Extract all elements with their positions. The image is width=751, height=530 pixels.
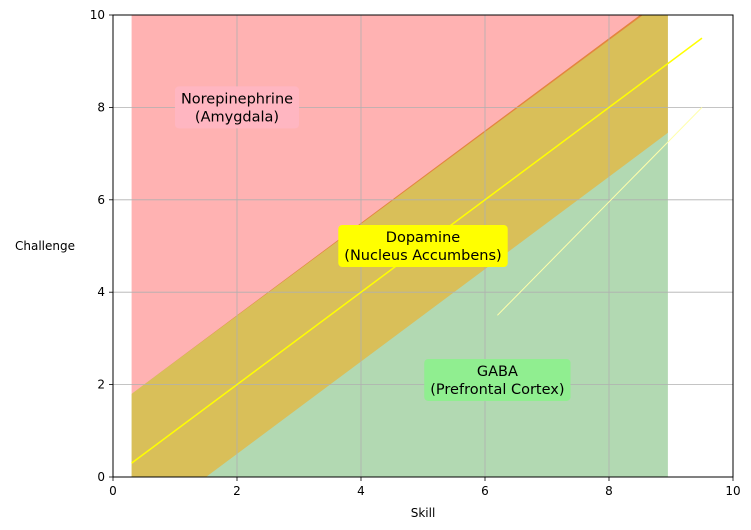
y-tick-label: 8 (97, 100, 105, 114)
y-axis-label: Challenge (15, 239, 75, 253)
x-tick-label: 2 (233, 484, 241, 498)
y-tick-label: 6 (97, 193, 105, 207)
dopamine-label: Dopamine (Nucleus Accumbens) (338, 225, 508, 267)
gaba-label-text: (Prefrontal Cortex) (430, 382, 564, 398)
x-tick-label: 0 (109, 484, 117, 498)
y-tick-label: 2 (97, 378, 105, 392)
norepinephrine-label-text: Norepinephrine (181, 91, 293, 107)
x-tick-label: 4 (357, 484, 365, 498)
y-tick-label: 10 (90, 8, 105, 22)
plot-frame (112, 14, 734, 478)
gaba-label: GABA (Prefrontal Cortex) (424, 358, 571, 401)
gaba-label-text: GABA (477, 364, 518, 380)
axis-ticks: 0 2 4 6 8 10 0 2 4 6 8 10 (90, 8, 741, 498)
norepinephrine-label-box (174, 86, 300, 129)
y-tick-label: 4 (97, 285, 105, 299)
x-axis-label: Skill (411, 506, 436, 520)
dopamine-label-text: Dopamine (386, 230, 460, 246)
lower-bound-line (497, 107, 703, 316)
x-tick-label: 10 (725, 484, 740, 498)
dopamine-label-box (338, 225, 508, 267)
dopamine-label-text: (Nucleus Accumbens) (344, 248, 501, 264)
x-tick-label: 6 (481, 484, 489, 498)
y-tick-label: 0 (97, 470, 105, 484)
norepinephrine-label: Norepinephrine (Amygdala) (174, 86, 300, 129)
gaba-label-box (424, 358, 571, 401)
x-tick-label: 8 (605, 484, 613, 498)
region-labels: Norepinephrine (Amygdala) Dopamine (Nucleus… (174, 86, 571, 401)
norepinephrine-label-text: (Amygdala) (195, 109, 279, 125)
